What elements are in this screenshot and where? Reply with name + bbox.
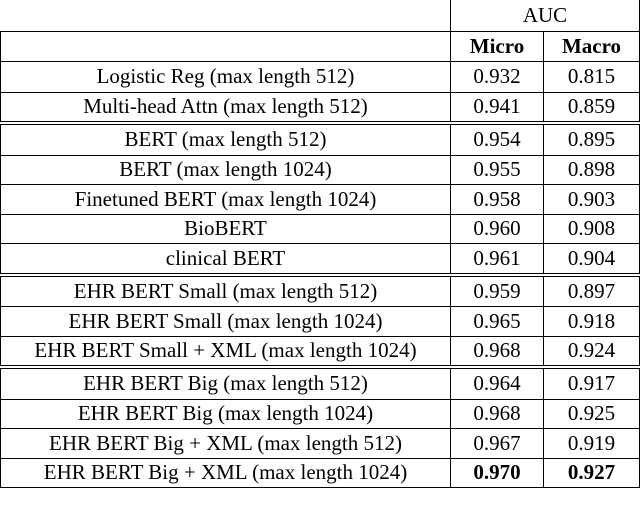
value-cell: 0.919 [543,429,640,458]
value-cell: 0.968 [450,399,543,428]
table-row: EHR BERT Big (max length 512) 0.964 0.917 [0,369,640,399]
row-group: Logistic Reg (max length 512) 0.932 0.815 M… [0,62,640,121]
model-cell: EHR BERT Big (max length 1024) [0,399,450,428]
model-cell: BioBERT [0,214,450,243]
table-row: BioBERT 0.960 0.908 [0,213,640,243]
table-row: BERT (max length 1024) 0.955 0.898 [0,154,640,184]
header-row: Micro Macro [0,32,640,62]
value-cell: 0.859 [543,92,640,121]
value-cell: 0.908 [543,214,640,243]
value-cell: 0.904 [543,244,640,273]
table-row: BERT (max length 512) 0.954 0.895 [0,125,640,155]
value-cell: 0.960 [450,214,543,243]
header-row: AUC [0,0,640,32]
model-cell: EHR BERT Small (max length 512) [0,276,450,306]
value-cell: 0.918 [543,307,640,336]
model-cell: BERT (max length 1024) [0,155,450,184]
empty-cell [0,0,450,31]
value-cell: 0.964 [450,369,543,399]
value-cell: 0.924 [543,336,640,365]
value-cell: 0.961 [450,244,543,273]
value-cell: 0.959 [450,276,543,306]
table-row: EHR BERT Big + XML (max length 512) 0.967… [0,428,640,458]
value-cell: 0.941 [450,92,543,121]
row-group: BERT (max length 512) 0.954 0.895 BERT (max… [0,121,640,273]
row-group: EHR BERT Small (max length 512) 0.959 0.89… [0,272,640,365]
value-cell: 0.965 [450,307,543,336]
value-cell: 0.932 [450,62,543,92]
model-cell: EHR BERT Small (max length 1024) [0,307,450,336]
value-cell: 0.925 [543,399,640,428]
table-row: EHR BERT Small (max length 512) 0.959 0.89… [0,276,640,306]
value-cell: 0.970 [450,458,543,487]
value-cell: 0.954 [450,125,543,155]
table-row: Finetuned BERT (max length 1024) 0.958 0.9… [0,184,640,214]
table-row: EHR BERT Small (max length 1024) 0.965 0.9… [0,306,640,336]
table-row: clinical BERT 0.961 0.904 [0,243,640,273]
table-row: Multi-head Attn (max length 512) 0.941 0.8… [0,91,640,121]
value-cell: 0.897 [543,276,640,306]
row-group: EHR BERT Big (max length 512) 0.964 0.917 E… [0,365,640,488]
column-header: Micro [450,32,543,61]
value-cell: 0.955 [450,155,543,184]
model-cell: EHR BERT Big (max length 512) [0,369,450,399]
model-cell: BERT (max length 512) [0,125,450,155]
value-cell: 0.903 [543,185,640,214]
table-row: EHR BERT Small + XML (max length 1024) 0.… [0,335,640,365]
table-row: EHR BERT Big (max length 1024) 0.968 0.925 [0,398,640,428]
value-cell: 0.958 [450,185,543,214]
model-cell: clinical BERT [0,244,450,273]
value-cell: 0.968 [450,336,543,365]
model-cell: Multi-head Attn (max length 512) [0,92,450,121]
value-cell: 0.895 [543,125,640,155]
value-cell: 0.927 [543,458,640,487]
model-cell: Finetuned BERT (max length 1024) [0,185,450,214]
model-cell: EHR BERT Small + XML (max length 1024) [0,336,450,365]
model-cell: Logistic Reg (max length 512) [0,62,450,92]
value-cell: 0.917 [543,369,640,399]
value-cell: 0.815 [543,62,640,92]
table-body: Logistic Reg (max length 512) 0.932 0.815 M… [0,62,640,488]
empty-cell [0,32,450,61]
column-header: Macro [543,32,640,61]
model-cell: EHR BERT Big + XML (max length 1024) [0,458,450,487]
group-header: AUC [450,0,640,31]
value-cell: 0.898 [543,155,640,184]
model-cell: EHR BERT Big + XML (max length 512) [0,429,450,458]
table-row: EHR BERT Big + XML (max length 1024) 0.97… [0,457,640,487]
table-row: Logistic Reg (max length 512) 0.932 0.815 [0,62,640,92]
value-cell: 0.967 [450,429,543,458]
